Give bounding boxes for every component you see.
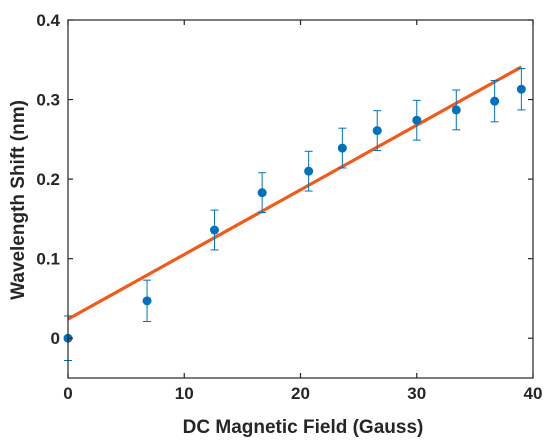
data-point — [516, 84, 526, 94]
x-tick-label: 10 — [175, 384, 194, 403]
data-point — [490, 96, 500, 106]
data-point — [372, 126, 382, 136]
data-point-group — [337, 127, 347, 169]
x-tick-label: 0 — [63, 384, 72, 403]
y-tick-label: 0.3 — [36, 91, 60, 110]
ticks-layer: 0 10 20 30 40 0 0.1 0.2 0.3 0.4 — [36, 11, 542, 403]
data-point-group — [372, 110, 382, 151]
data-point — [257, 188, 267, 198]
data-point — [451, 105, 461, 115]
y-axis-title: Wavelength Shift (nm) — [8, 100, 29, 300]
data-point-group — [451, 89, 461, 131]
fit-line — [67, 65, 523, 321]
x-tick-label: 40 — [524, 384, 543, 403]
y-tick-label: 0.4 — [36, 11, 60, 30]
data-point — [412, 115, 422, 125]
x-tick-label: 20 — [291, 384, 310, 403]
data-point — [209, 225, 219, 235]
data-point-group — [257, 172, 267, 214]
data-point-group — [209, 209, 219, 251]
data-point-group — [142, 279, 152, 323]
x-axis-title: DC Magnetic Field (Gauss) — [183, 417, 424, 438]
y-tick-label: 0.1 — [36, 250, 60, 269]
data-point — [142, 296, 152, 306]
y-tick-label: 0.2 — [36, 170, 60, 189]
data-point — [304, 166, 314, 176]
data-point-group — [412, 99, 422, 141]
data-point — [337, 143, 347, 153]
x-tick-label: 30 — [407, 384, 426, 403]
points-layer — [63, 68, 526, 361]
data-point-group — [304, 150, 314, 192]
data-point-group — [490, 79, 500, 123]
fit-layer — [67, 65, 523, 321]
y-tick-label: 0 — [51, 329, 60, 348]
data-point-group — [516, 68, 526, 111]
